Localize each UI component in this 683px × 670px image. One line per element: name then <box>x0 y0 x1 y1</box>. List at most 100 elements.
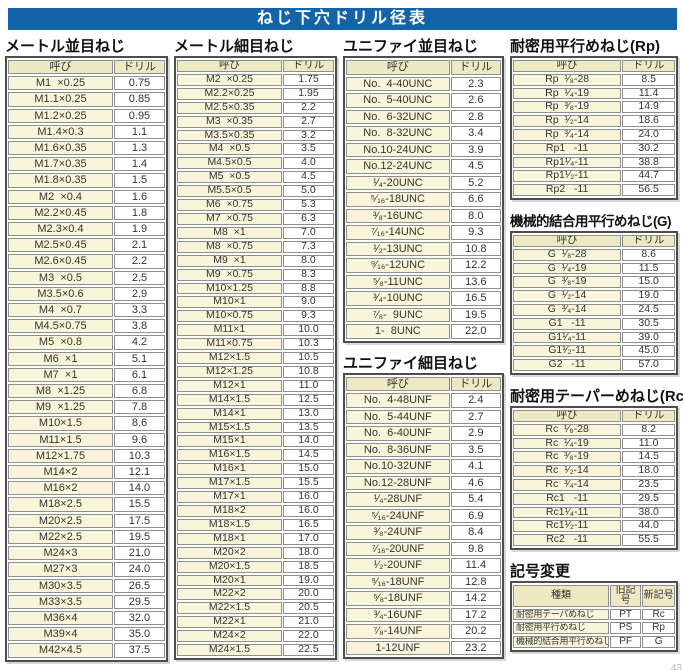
drill-value-cell: Rp <box>642 622 675 635</box>
drill-value-cell: 9.3 <box>282 310 334 323</box>
thread-name-cell: No. 8-36UNF <box>346 442 450 457</box>
drill-value-cell: 17.5 <box>113 513 165 528</box>
drill-value-cell: 13.6 <box>450 274 501 289</box>
table-row: ³⁄₄-16UNF 17.2 <box>346 607 501 622</box>
thread-name-cell: G ¹⁄₈-28 <box>513 248 622 261</box>
thread-name-cell: M18×2.5 <box>8 497 113 512</box>
thread-name-cell: No.10-32UNF <box>346 459 450 474</box>
table-row: M5 ×0.8 4.2 <box>8 335 165 350</box>
section-heading-unified-fine: ユニファイ細目ねじ <box>343 354 479 372</box>
drill-value-cell: 3.3 <box>113 303 165 318</box>
thread-name-cell: 機械的結合用平行めねじ <box>513 636 609 648</box>
thread-name-cell: M22×1.5 <box>177 602 282 615</box>
thread-name-cell: No. 8-32UNC <box>346 126 450 141</box>
drill-value-cell: 16.0 <box>282 505 334 517</box>
drill-value-cell: 3.4 <box>450 126 501 141</box>
table-row: M20×2 18.0 <box>177 546 334 559</box>
table-row: ⁷⁄₈- 9UNC 19.5 <box>346 307 501 322</box>
thread-name-cell: M7 ×0.75 <box>177 212 282 225</box>
drill-value-cell: 6.9 <box>450 508 501 523</box>
drill-value-cell: 18.6 <box>622 115 675 127</box>
thread-name-cell: No. 4-48UNF <box>346 393 450 408</box>
drill-value-cell: 23.5 <box>622 478 675 491</box>
table-row: M5 ×0.5 4.5 <box>177 171 334 184</box>
drill-value-cell: 20.2 <box>450 624 501 639</box>
table-row: Rc2 -11 55.5 <box>513 534 675 546</box>
thread-name-cell: M2.2×0.45 <box>8 205 113 221</box>
table-row: M24×2 22.0 <box>177 630 334 643</box>
thread-name-cell: M9 ×1.25 <box>8 400 113 415</box>
table-row: M33×3.5 29.5 <box>8 594 165 609</box>
drill-value-cell: 1.5 <box>113 173 165 188</box>
table-row: ³⁄₄-10UNC 16.5 <box>346 291 501 306</box>
table-row: Rc ¹⁄₄-19 11.0 <box>513 437 675 450</box>
drill-value-cell: 22.0 <box>450 324 501 339</box>
thread-name-cell: Rc1 -11 <box>513 492 622 505</box>
drill-value-cell: 39.0 <box>622 331 675 344</box>
column-header: 新記号 <box>642 584 675 607</box>
table-row: M12×1 11.0 <box>177 379 334 392</box>
thread-name-cell: Rp ³⁄₄-14 <box>513 128 622 141</box>
table-row: ¹⁄₂-20UNF 11.4 <box>346 558 501 573</box>
table-row: Rc ³⁄₄-14 23.5 <box>513 478 675 491</box>
table-row: M2 ×0.25 1.75 <box>177 73 334 86</box>
page-number: 43 <box>670 663 682 670</box>
thread-name-cell: M5 ×0.5 <box>177 171 282 184</box>
table-row: Rc ¹⁄₂-14 18.0 <box>513 465 675 477</box>
table-row: M20×2.5 17.5 <box>8 513 165 528</box>
section-heading-metric-fine: メートル細目ねじ <box>174 38 295 55</box>
table-row: 耐密用平行めねじ PS Rp <box>513 622 675 635</box>
drill-value-cell: 17.2 <box>450 607 501 622</box>
drill-value-cell: 0.85 <box>113 92 165 107</box>
thread-name-cell: No.12-24UNC <box>346 159 450 174</box>
drill-value-cell: 2.7 <box>282 115 334 128</box>
thread-name-cell: M1.8×0.35 <box>8 173 113 188</box>
drill-value-cell: 38.0 <box>622 506 675 519</box>
thread-name-cell: M16×1 <box>177 463 282 476</box>
drill-value-cell: 10.8 <box>282 365 334 378</box>
thread-name-cell: Rp2 -11 <box>513 184 622 196</box>
table-row: M11×1 10.0 <box>177 324 334 337</box>
table-row: M18×1 17.0 <box>177 532 334 545</box>
thread-name-cell: M7 ×1 <box>8 367 113 383</box>
thread-name-cell: G ³⁄₈-19 <box>513 276 622 289</box>
drill-value-cell: 8.2 <box>622 423 675 436</box>
table-row: M22×1.5 20.5 <box>177 602 334 615</box>
table-row: M18×2.5 15.5 <box>8 497 165 512</box>
thread-name-cell: M22×2 <box>177 588 282 601</box>
table-row: G ³⁄₈-19 15.0 <box>513 276 675 289</box>
table-row: M11×0.75 10.3 <box>177 338 334 351</box>
thread-name-cell: M12×1.5 <box>177 352 282 364</box>
drill-value-cell: 1.6 <box>113 189 165 204</box>
table-row: M6 ×0.75 5.3 <box>177 199 334 211</box>
table-row: M4.5×0.5 4.0 <box>177 157 334 170</box>
table-row: ⁵⁄₁₆-18UNC 6.6 <box>346 192 501 207</box>
drill-value-cell: 14.0 <box>282 435 334 448</box>
table-row: M9 ×1.25 7.8 <box>8 400 165 415</box>
thread-name-cell: M11×1.5 <box>8 432 113 447</box>
table-row: 耐密用テーパめねじ PT Rc <box>513 608 675 621</box>
thread-name-cell: M5 ×0.8 <box>8 335 113 350</box>
thread-name-cell: M10×0.75 <box>177 310 282 323</box>
table-row: M36×4 32.0 <box>8 610 165 626</box>
table-row: M10×1.5 8.6 <box>8 416 165 431</box>
table-row: Rp ¹⁄₄-19 11.4 <box>513 87 675 100</box>
drill-value-cell: 56.5 <box>622 184 675 196</box>
metric-fine-thread-table: 呼び ドリル M2 ×0.25 1.75 M2.2×0.25 1.95 M2.5×0.35 2… <box>174 56 337 660</box>
data-table: 呼び ドリル No. 4-40UNC 2.3 No. 5-40UNC 2.6 No. 6-3… <box>343 56 504 343</box>
drill-value-cell: 3.9 <box>450 142 501 157</box>
thread-name-cell: M6 ×1 <box>8 351 113 366</box>
thread-name-cell: ⁵⁄₁₆-18UNC <box>346 192 450 207</box>
drill-value-cell: 57.0 <box>622 359 675 371</box>
thread-name-cell: M4.5×0.5 <box>177 157 282 170</box>
section-heading-rc: 耐密用テーパーめねじ(Rc) <box>510 387 683 405</box>
drill-value-cell: 24.0 <box>113 562 165 577</box>
metric-coarse-thread-table: 呼び ドリル M1 ×0.25 0.75 M1.1×0.25 0.85 M1.2×0.25 0… <box>5 56 168 662</box>
table-row: M20×1.5 18.5 <box>177 560 334 573</box>
column-header: ドリル <box>622 409 675 422</box>
column-metric-coarse: メートル並目ねじ 呼び ドリル M1 ×0.25 0.75 M1.1×0.25 0.85 M… <box>5 38 168 662</box>
table-row: M14×2 12.1 <box>8 465 165 480</box>
table-row: G1 -11 30.5 <box>513 317 675 330</box>
thread-name-cell: ¹⁄₄-20UNC <box>346 175 450 190</box>
table-row: No. 8-36UNF 3.5 <box>346 442 501 457</box>
